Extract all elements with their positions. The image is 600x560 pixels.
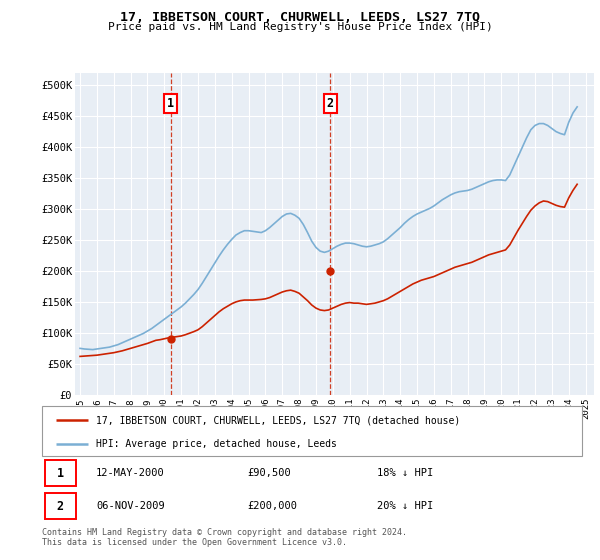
Text: 18% ↓ HPI: 18% ↓ HPI [377,468,433,478]
Text: 2: 2 [327,97,334,110]
Text: HPI: Average price, detached house, Leeds: HPI: Average price, detached house, Leed… [96,439,337,449]
Text: 1: 1 [167,97,174,110]
Text: £90,500: £90,500 [247,468,291,478]
Text: 17, IBBETSON COURT, CHURWELL, LEEDS, LS27 7TQ (detached house): 17, IBBETSON COURT, CHURWELL, LEEDS, LS2… [96,415,460,425]
Text: Price paid vs. HM Land Registry's House Price Index (HPI): Price paid vs. HM Land Registry's House … [107,22,493,32]
Text: 12-MAY-2000: 12-MAY-2000 [96,468,165,478]
Text: 17, IBBETSON COURT, CHURWELL, LEEDS, LS27 7TQ: 17, IBBETSON COURT, CHURWELL, LEEDS, LS2… [120,11,480,24]
Text: Contains HM Land Registry data © Crown copyright and database right 2024.
This d: Contains HM Land Registry data © Crown c… [42,528,407,547]
Text: 06-NOV-2009: 06-NOV-2009 [96,501,165,511]
FancyBboxPatch shape [45,460,76,486]
Text: £200,000: £200,000 [247,501,297,511]
Text: 20% ↓ HPI: 20% ↓ HPI [377,501,433,511]
Text: 2: 2 [57,500,64,513]
FancyBboxPatch shape [42,406,582,456]
FancyBboxPatch shape [45,493,76,519]
Text: 1: 1 [57,467,64,480]
